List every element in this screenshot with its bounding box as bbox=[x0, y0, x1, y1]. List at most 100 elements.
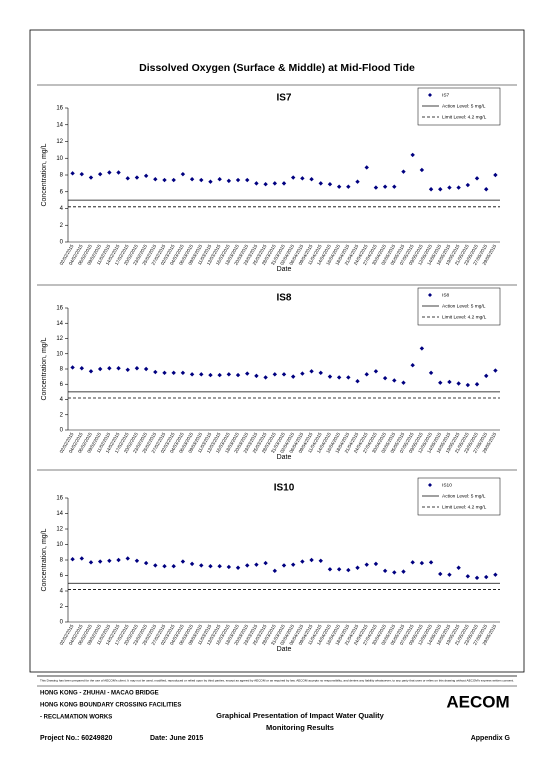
data-point bbox=[125, 176, 130, 181]
data-point bbox=[79, 366, 84, 371]
data-point bbox=[364, 372, 369, 377]
y-tick-label: 0 bbox=[60, 240, 64, 246]
y-tick-label: 12 bbox=[56, 139, 63, 145]
data-point bbox=[116, 366, 121, 371]
data-point bbox=[401, 380, 406, 385]
data-point bbox=[392, 184, 397, 189]
data-point bbox=[125, 367, 130, 372]
data-point bbox=[97, 171, 103, 177]
data-point bbox=[88, 369, 94, 374]
data-point bbox=[438, 380, 443, 385]
data-point bbox=[465, 182, 471, 188]
data-point bbox=[438, 571, 443, 577]
y-tick-label: 0 bbox=[60, 620, 64, 626]
data-point bbox=[373, 561, 379, 567]
data-point bbox=[493, 572, 498, 577]
project-no: Project No.: 60249820 bbox=[40, 735, 112, 742]
data-point bbox=[456, 565, 461, 570]
y-tick-label: 2 bbox=[60, 412, 64, 418]
page-border bbox=[29, 29, 525, 673]
data-point bbox=[355, 565, 360, 570]
data-point bbox=[70, 171, 75, 176]
y-tick-label: 16 bbox=[56, 106, 63, 112]
y-tick-label: 6 bbox=[60, 573, 64, 579]
data-point bbox=[364, 562, 369, 567]
data-point bbox=[428, 370, 434, 376]
data-point bbox=[281, 563, 287, 568]
data-point bbox=[97, 559, 103, 564]
data-point bbox=[392, 570, 397, 575]
data-point bbox=[474, 176, 480, 181]
chart-title: IS8 bbox=[276, 293, 291, 304]
data-point bbox=[235, 372, 241, 378]
data-point bbox=[208, 372, 213, 378]
data-point bbox=[447, 572, 452, 577]
y-axis-label: Concentration, mg/L bbox=[41, 143, 48, 206]
y-tick-label: 4 bbox=[60, 397, 64, 403]
chart-title: IS10 bbox=[274, 483, 295, 494]
data-point bbox=[318, 370, 323, 376]
data-point bbox=[272, 372, 278, 377]
data-point bbox=[428, 187, 434, 192]
data-point bbox=[364, 165, 369, 170]
x-axis-label: Date bbox=[277, 646, 292, 653]
data-point bbox=[419, 167, 425, 173]
legend-box bbox=[417, 287, 501, 326]
legend-marker bbox=[428, 93, 432, 97]
y-tick-label: 2 bbox=[60, 223, 64, 229]
legend-label: IS10 bbox=[442, 482, 452, 488]
data-point bbox=[272, 568, 278, 574]
data-point bbox=[107, 170, 112, 175]
data-point bbox=[107, 558, 112, 563]
data-point bbox=[70, 365, 75, 370]
data-point bbox=[290, 175, 296, 180]
data-point bbox=[171, 177, 176, 183]
data-point bbox=[180, 370, 186, 376]
y-tick-label: 10 bbox=[56, 351, 63, 357]
data-point bbox=[300, 371, 305, 376]
data-point bbox=[272, 181, 278, 186]
data-point bbox=[327, 182, 333, 187]
data-point bbox=[410, 152, 415, 158]
data-point bbox=[336, 184, 342, 189]
project-line: - RECLAMATION WORKS bbox=[40, 715, 112, 721]
data-point bbox=[143, 366, 149, 372]
data-point bbox=[171, 370, 176, 376]
chart-title: IS7 bbox=[276, 93, 291, 104]
disclaimer: This Drawing has been prepared for the u… bbox=[40, 679, 514, 683]
y-tick-label: 2 bbox=[60, 604, 64, 610]
data-point bbox=[336, 375, 342, 380]
data-point bbox=[88, 175, 94, 180]
data-point bbox=[245, 177, 250, 183]
legend-box bbox=[417, 477, 501, 516]
data-point bbox=[474, 382, 480, 387]
data-point bbox=[410, 362, 415, 368]
y-tick-label: 0 bbox=[60, 428, 64, 434]
data-point bbox=[134, 366, 140, 371]
data-point bbox=[79, 171, 84, 177]
data-point bbox=[300, 176, 305, 181]
data-point bbox=[263, 560, 268, 566]
data-point bbox=[290, 562, 296, 567]
y-axis-label: Concentration, mg/L bbox=[41, 337, 48, 400]
data-point bbox=[217, 176, 222, 182]
x-axis-label: Date bbox=[277, 266, 292, 273]
data-point bbox=[171, 564, 176, 569]
data-point bbox=[346, 184, 351, 189]
legend-label: Limit Level: 4.2 mg/L bbox=[442, 314, 487, 320]
data-point bbox=[208, 564, 213, 569]
data-point bbox=[309, 176, 314, 182]
data-point bbox=[263, 182, 268, 187]
data-point bbox=[180, 171, 186, 177]
legend-marker bbox=[428, 293, 432, 297]
data-point bbox=[484, 373, 489, 379]
date: Date: June 2015 bbox=[150, 735, 203, 742]
logo: AECOM bbox=[446, 692, 509, 711]
data-point bbox=[373, 185, 379, 190]
data-point bbox=[162, 564, 167, 569]
data-point bbox=[189, 372, 195, 377]
data-point bbox=[484, 574, 489, 580]
data-point bbox=[373, 369, 379, 374]
data-point bbox=[465, 574, 471, 579]
